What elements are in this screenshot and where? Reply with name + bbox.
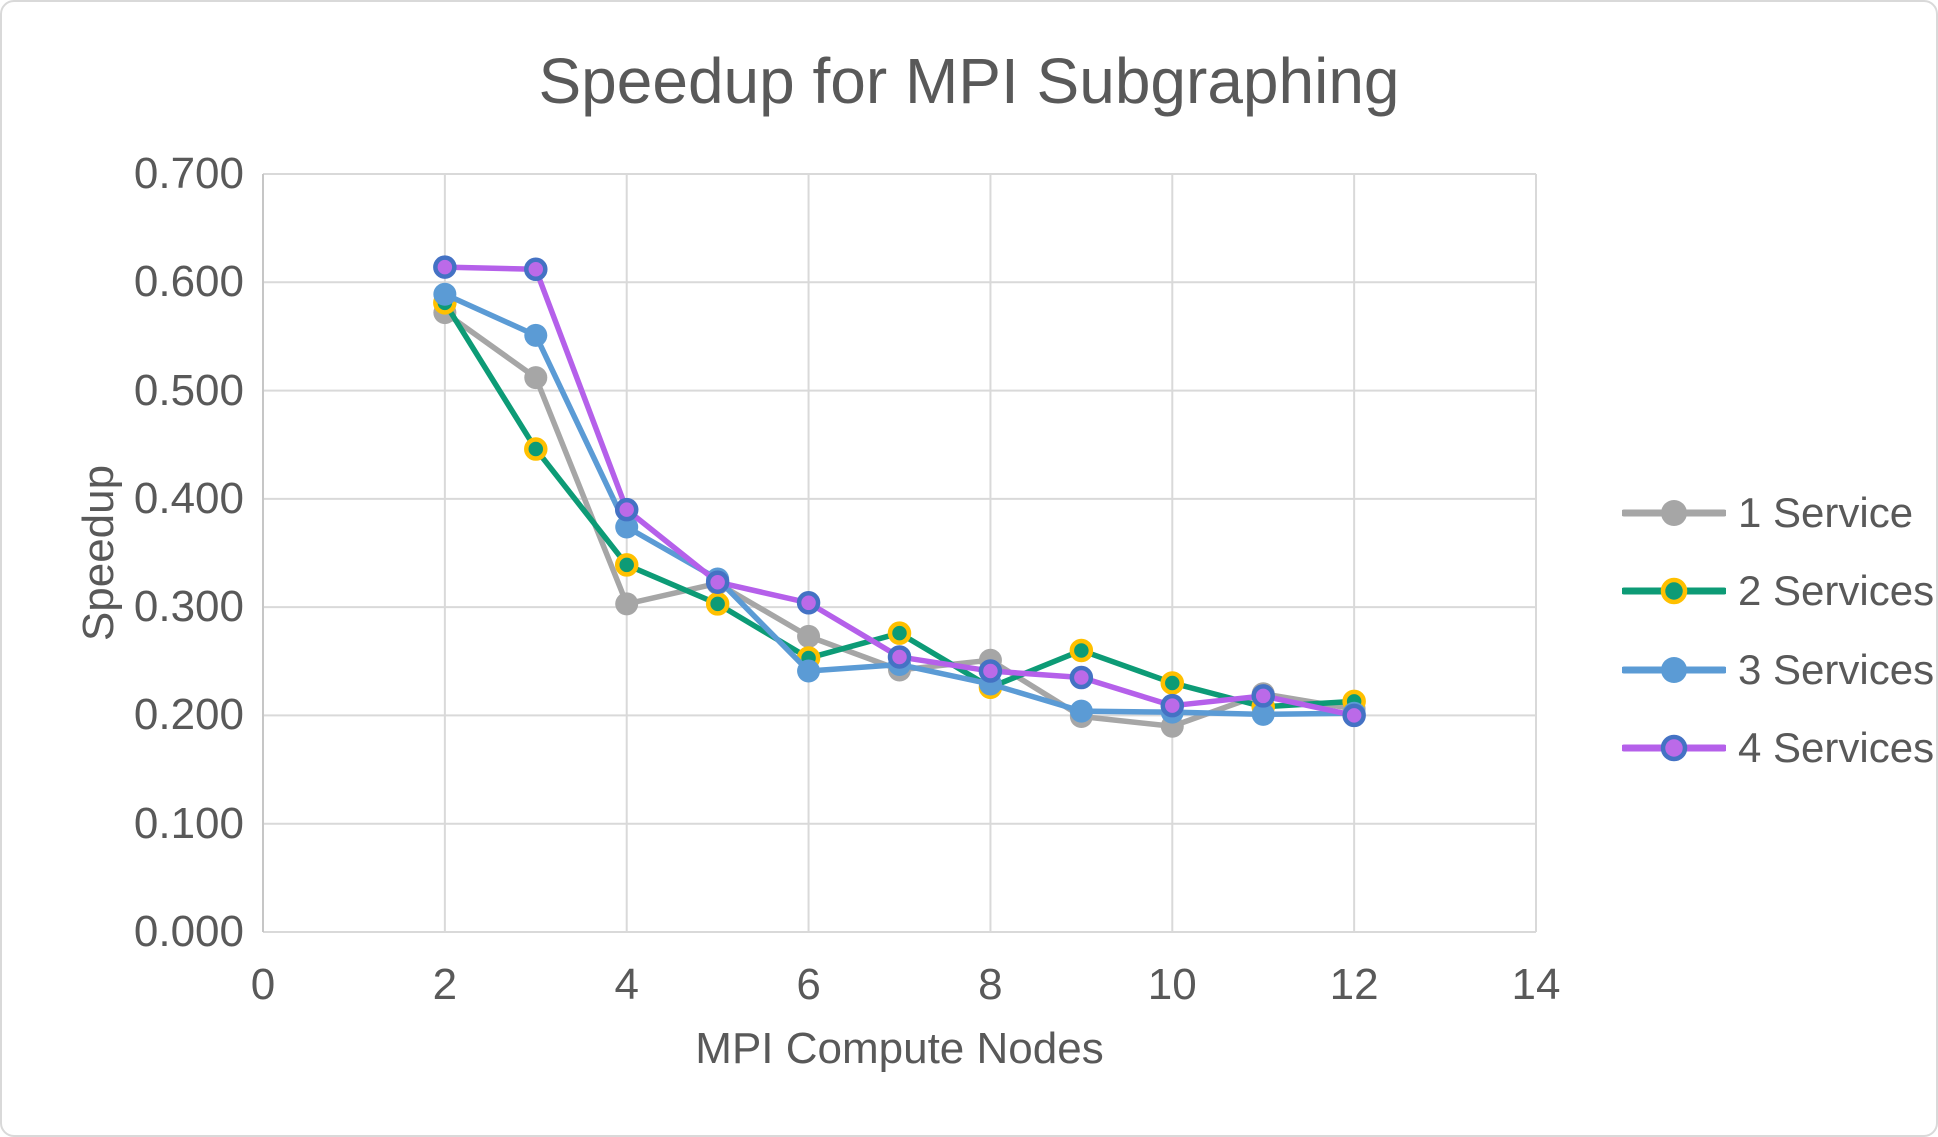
- data-point-2-services-x10: [1160, 671, 1185, 695]
- x-tick-label: 12: [1329, 960, 1379, 1009]
- x-tick-label: 6: [796, 960, 821, 1009]
- data-point-2-services-x5: [705, 592, 730, 616]
- data-point-2-services-x3: [524, 437, 548, 461]
- data-point-4-services-x4: [614, 497, 639, 522]
- data-point-3-services-x3: [524, 323, 548, 347]
- data-point-4-services-x10: [1160, 693, 1185, 718]
- y-tick-label: 0.600: [133, 257, 244, 307]
- data-point-3-services-x2: [433, 282, 457, 306]
- y-tick-label: 0.300: [133, 582, 244, 632]
- data-point-4-services-x5: [705, 570, 730, 594]
- chart-title: Speedup for MPI Subgraphing: [538, 45, 1400, 117]
- data-point-2-services-x4: [614, 553, 639, 577]
- data-point-4-services-x8: [978, 659, 1003, 683]
- x-tick-label: 0: [250, 960, 276, 1009]
- y-tick-label: 0.200: [133, 690, 244, 740]
- data-point-3-services-x9: [1069, 699, 1093, 723]
- data-point-1-service-x4: [615, 592, 639, 616]
- x-tick-label: 2: [432, 960, 458, 1009]
- y-tick-label: 0.400: [133, 473, 244, 523]
- y-tick-label: 0.700: [133, 149, 244, 198]
- data-point-4-services-x9: [1069, 665, 1094, 690]
- data-point-1-service-x6: [797, 624, 821, 648]
- data-point-4-services-x12: [1342, 703, 1366, 728]
- y-tick-label: 0.000: [133, 907, 244, 956]
- x-tick-label: 10: [1147, 960, 1197, 1009]
- x-tick-label: 14: [1511, 960, 1561, 1009]
- data-point-4-services-x7: [887, 645, 912, 669]
- data-point-4-services-x11: [1251, 684, 1275, 708]
- data-point-2-services-x7: [887, 621, 912, 645]
- data-point-3-services-x11: [1251, 702, 1275, 726]
- data-point-4-services-x6: [796, 591, 821, 615]
- y-tick-label: 0.100: [133, 798, 244, 848]
- data-point-2-services-x9: [1069, 638, 1094, 663]
- x-tick-label: 8: [978, 960, 1003, 1009]
- x-axis-title: MPI Compute Nodes: [695, 1024, 1104, 1073]
- data-point-3-services-x6: [797, 659, 821, 683]
- data-point-4-services-x2: [433, 255, 457, 279]
- data-point-1-service-x3: [524, 366, 548, 390]
- data-point-3-services-x4: [615, 515, 639, 539]
- y-tick-label: 0.500: [133, 365, 244, 415]
- data-point-4-services-x3: [524, 257, 548, 282]
- x-tick-label: 4: [614, 960, 639, 1009]
